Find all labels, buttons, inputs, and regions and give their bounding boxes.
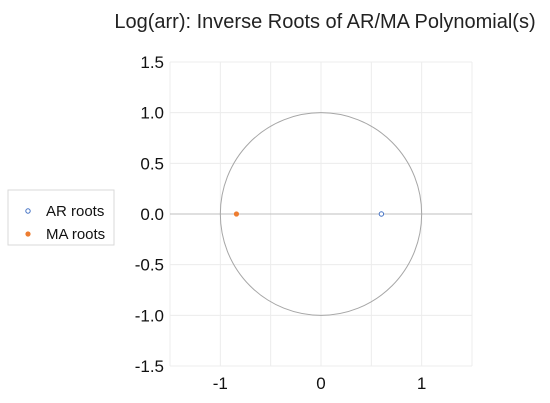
legend-marker <box>25 231 31 237</box>
chart-title: Log(arr): Inverse Roots of AR/MA Polynom… <box>114 11 535 33</box>
ma-root-point <box>233 211 240 217</box>
axis-labels: 1.5 1.0 0.5 0.0 -0.5 -1.0 -1.5 -1 0 1 <box>135 53 427 393</box>
y-tick-label: -0.5 <box>135 256 164 275</box>
y-tick-label: 0.5 <box>140 154 164 173</box>
legend: AR roots MA roots <box>7 189 115 246</box>
y-tick-label: -1.0 <box>135 306 164 325</box>
y-tick-label: -1.5 <box>135 357 164 376</box>
x-tick-label: 1 <box>417 374 426 393</box>
root-points <box>233 211 385 217</box>
grid <box>169 61 473 367</box>
legend-box <box>7 189 115 246</box>
legend-marker <box>25 208 31 214</box>
y-tick-label: 0.0 <box>140 205 164 224</box>
y-tick-label: 1.0 <box>140 104 164 123</box>
legend-label: AR roots <box>46 203 104 220</box>
y-tick-label: 1.5 <box>140 53 164 72</box>
x-tick-label: -1 <box>213 374 228 393</box>
legend-label: MA roots <box>46 226 105 243</box>
unit-circle-layer <box>219 112 423 316</box>
unit-circle <box>219 112 423 316</box>
x-tick-label: 0 <box>316 374 325 393</box>
ar-root-point <box>378 211 385 217</box>
